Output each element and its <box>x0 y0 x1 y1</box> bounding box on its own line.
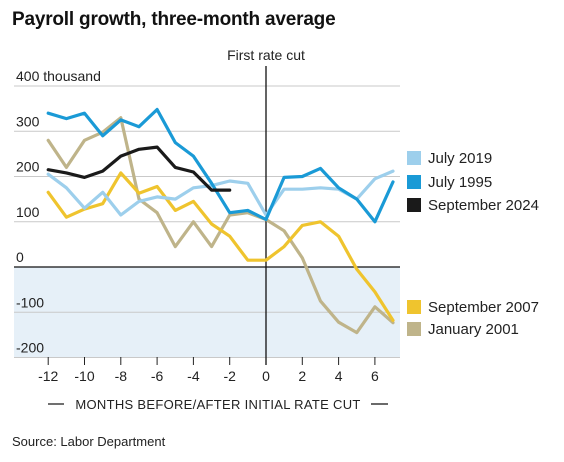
series-line-july-1995 <box>46 107 395 224</box>
x-axis-label: MONTHS BEFORE/AFTER INITIAL RATE CUT <box>48 397 388 412</box>
x-tick-label: -12 <box>38 368 58 384</box>
series-line-july-2019 <box>46 169 395 217</box>
gridlines <box>14 85 400 358</box>
y-tick-label: 0 <box>16 249 24 265</box>
y-tick-label: -200 <box>16 340 44 356</box>
x-tick-label: -6 <box>151 368 164 384</box>
legend-swatch <box>407 151 421 165</box>
y-tick-label: 300 <box>16 113 40 129</box>
series-lines <box>46 107 395 335</box>
y-tick-label: 100 <box>16 204 40 220</box>
x-axis-tick-labels: -12 -10 -8 -6 -4 -2 0 2 4 6 <box>38 357 379 384</box>
x-tick-label: 6 <box>371 368 379 384</box>
series-line-september-2024 <box>46 145 232 192</box>
legend-label: September 2024 <box>428 197 539 214</box>
x-tick-label: -10 <box>74 368 94 384</box>
legend: July 2019 July 1995 September 2024 Septembe… <box>407 150 539 338</box>
y-tick-label: 400 thousand <box>16 68 101 84</box>
x-tick-label: 2 <box>298 368 306 384</box>
legend-swatch <box>407 175 421 189</box>
x-axis-label-text: MONTHS BEFORE/AFTER INITIAL RATE CUT <box>75 397 360 412</box>
x-tick-label: -8 <box>115 368 128 384</box>
legend-swatch <box>407 322 421 336</box>
first-rate-cut-label: First rate cut <box>227 47 305 63</box>
x-tick-label: -2 <box>223 368 236 384</box>
y-axis-tick-labels: 400 thousand 300 200 100 0 -100 -200 <box>16 68 101 356</box>
chart-title: Payroll growth, three-month average <box>12 9 336 30</box>
x-tick-label: -4 <box>187 368 200 384</box>
legend-swatch <box>407 198 421 212</box>
y-tick-label: -100 <box>16 294 44 310</box>
legend-swatch <box>407 300 421 314</box>
x-tick-label: 4 <box>335 368 343 384</box>
legend-label: July 2019 <box>428 150 492 167</box>
legend-label: July 1995 <box>428 174 492 191</box>
legend-label: September 2007 <box>428 299 539 316</box>
y-tick-label: 200 <box>16 159 40 175</box>
legend-label: January 2001 <box>428 321 519 338</box>
x-tick-label: 0 <box>262 368 270 384</box>
source-note: Source: Labor Department <box>12 434 166 449</box>
